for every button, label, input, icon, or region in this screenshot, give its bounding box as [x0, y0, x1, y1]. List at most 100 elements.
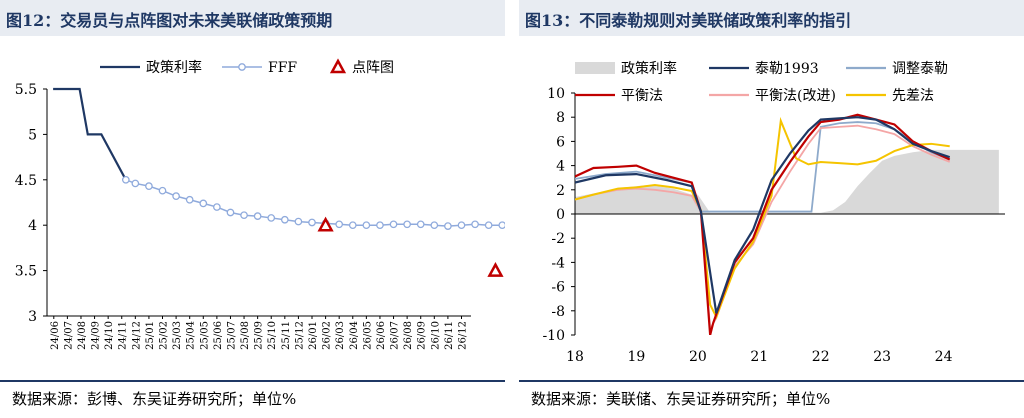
right-y-tick-label: -10 — [542, 328, 565, 344]
left-x-tick-label: 24/11 — [118, 321, 129, 350]
right-y-tick-label: 10 — [547, 86, 565, 102]
left-x-tick-label: 25/01 — [145, 321, 156, 350]
left-fff-point — [308, 218, 316, 227]
left-fff-point — [145, 182, 153, 191]
right-legend-taylor1993-label: 泰勒1993 — [755, 61, 819, 77]
left-fff-point — [240, 211, 248, 220]
left-fff-point — [403, 220, 411, 229]
left-fff-point — [348, 221, 357, 230]
left-series-policy-rate-line — [53, 87, 127, 181]
left-x-tick-label: 25/10 — [267, 321, 278, 350]
left-x-tick-label: 24/12 — [131, 321, 142, 350]
left-x-tick-label: 25/12 — [294, 321, 305, 350]
left-fff-point — [185, 195, 194, 204]
left-legend-dot-plot-marker — [329, 58, 347, 74]
left-y-tick-label: 3 — [28, 309, 37, 325]
left-fff-point — [444, 222, 452, 230]
left-y-tick-label: 4.5 — [15, 173, 37, 189]
right-legend-policy-rate-label: 政策利率 — [621, 60, 677, 77]
left-x-tick-label: 24/07 — [63, 321, 74, 350]
left-x-tick-label: 26/06 — [376, 321, 387, 350]
left-fff-point — [362, 221, 371, 230]
left-legend-fff-label: FFF — [268, 60, 297, 76]
left-x-tick-label: 26/01 — [308, 321, 319, 350]
left-x-tick-label: 26/11 — [444, 321, 455, 350]
right-legend-first-difference-label: 先差法 — [892, 88, 934, 104]
right-y-tick-label: -4 — [551, 255, 565, 271]
left-x-tick-label: 25/07 — [226, 321, 237, 350]
right-series-taylor1993-line — [575, 116, 951, 314]
right-x-tick-label: 21 — [750, 349, 768, 365]
left-fff-point — [430, 221, 439, 230]
left-x-tick-label: 26/10 — [430, 321, 441, 350]
left-fff-point — [131, 179, 140, 188]
left-x-tick-label: 25/09 — [254, 321, 265, 350]
left-x-tick-label: 26/03 — [335, 321, 346, 350]
left-legend-policy-rate-label: 政策利率 — [146, 59, 202, 76]
left-fff-point — [484, 221, 493, 230]
left-x-tick-label: 25/08 — [240, 321, 251, 350]
left-x-tick-label: 24/08 — [77, 321, 88, 350]
left-fff-point — [226, 208, 235, 217]
right-x-tick-label: 23 — [873, 349, 891, 365]
left-fff-point — [457, 221, 466, 230]
left-x-tick-label: 26/12 — [457, 321, 468, 350]
right-y-tick-label: -8 — [551, 304, 565, 320]
right-y-tick-label: 8 — [556, 110, 565, 126]
left-fff-point — [335, 220, 344, 229]
left-dot-plot-marker — [317, 216, 334, 232]
left-y-tick-label: 5.5 — [15, 82, 37, 98]
left-dot-plot-marker — [487, 261, 504, 277]
left-x-tick-label: 25/06 — [213, 321, 224, 350]
right-x-tick-label: 22 — [812, 349, 830, 365]
left-fff-point — [376, 221, 384, 230]
left-x-tick-label: 25/04 — [186, 321, 197, 350]
left-source-note: 数据来源：彭博、东吴证券研究所；单位% — [12, 390, 297, 408]
left-fff-point — [199, 199, 208, 208]
right-x-tick-label: 24 — [935, 349, 953, 365]
left-title-bar: 图12：交易员与点阵图对未来美联储政策预期 — [0, 0, 505, 36]
left-chart-panel: 图12：交易员与点阵图对未来美联储政策预期 3 3.5 4 4.5 5 5.5 24/06 2… — [0, 0, 505, 418]
left-fff-point — [172, 192, 180, 200]
left-x-tick-label: 25/03 — [172, 321, 183, 350]
right-y-tick-label: 2 — [556, 183, 565, 199]
left-fff-point — [471, 220, 479, 229]
left-y-tick-label: 3.5 — [15, 264, 37, 280]
right-legend-policy-rate-swatch — [575, 62, 615, 74]
left-x-tick-label: 25/02 — [159, 321, 170, 350]
left-fff-point — [253, 212, 262, 220]
left-fff-point — [280, 215, 289, 224]
left-x-tick-label: 26/04 — [349, 321, 360, 350]
right-series-first-difference-line — [575, 116, 950, 320]
left-chart-svg: 33.544.555.524/06 24/07 24/08 24/09 24/10 24/… — [15, 58, 505, 350]
left-x-tick-label: 24/06 — [50, 321, 61, 350]
left-fff-point — [121, 175, 130, 184]
right-y-tick-label: 4 — [556, 159, 565, 175]
left-fff-point — [389, 220, 398, 229]
left-x-tick-label: 26/09 — [417, 321, 428, 350]
left-x-tick-label: 24/10 — [104, 321, 115, 350]
left-series-fff-line — [125, 179, 505, 227]
left-chart-title: 图12：交易员与点阵图对未来美联储政策预期 — [6, 11, 333, 30]
right-legend-balanced-label: 平衡法 — [621, 88, 663, 104]
left-y-tick-label: 4 — [28, 218, 37, 234]
left-x-tick-label: 25/05 — [199, 321, 210, 350]
right-y-tick-label: -2 — [551, 231, 565, 247]
left-fff-point — [498, 221, 505, 230]
left-legend-dot-plot-label: 点阵图 — [352, 60, 394, 76]
left-fff-point — [294, 217, 303, 226]
left-x-tick-label: 24/09 — [91, 321, 102, 350]
right-y-tick-label: -6 — [551, 280, 565, 296]
right-chart-panel: 图13：不同泰勒规则对美联储政策利率的指引 10 8 6 4 2 0 -2 -4 -6 -8 -10… — [519, 0, 1024, 418]
right-title-bar: 图13：不同泰勒规则对美联储政策利率的指引 — [519, 0, 1024, 36]
right-source-note: 数据来源：美联储、东吴证券研究所；单位% — [531, 390, 831, 408]
left-x-tick-label: 25/11 — [281, 321, 292, 350]
right-x-tick-label: 19 — [628, 349, 646, 365]
right-y-tick-label: 0 — [556, 207, 565, 223]
left-x-tick-label: 26/02 — [322, 321, 333, 350]
left-x-tick-label: 26/07 — [390, 321, 401, 350]
left-fff-point — [158, 186, 167, 195]
left-legend-fff-marker — [238, 63, 246, 71]
right-series-balanced-improved-line — [575, 124, 951, 332]
left-y-tick-label: 5 — [28, 127, 37, 143]
